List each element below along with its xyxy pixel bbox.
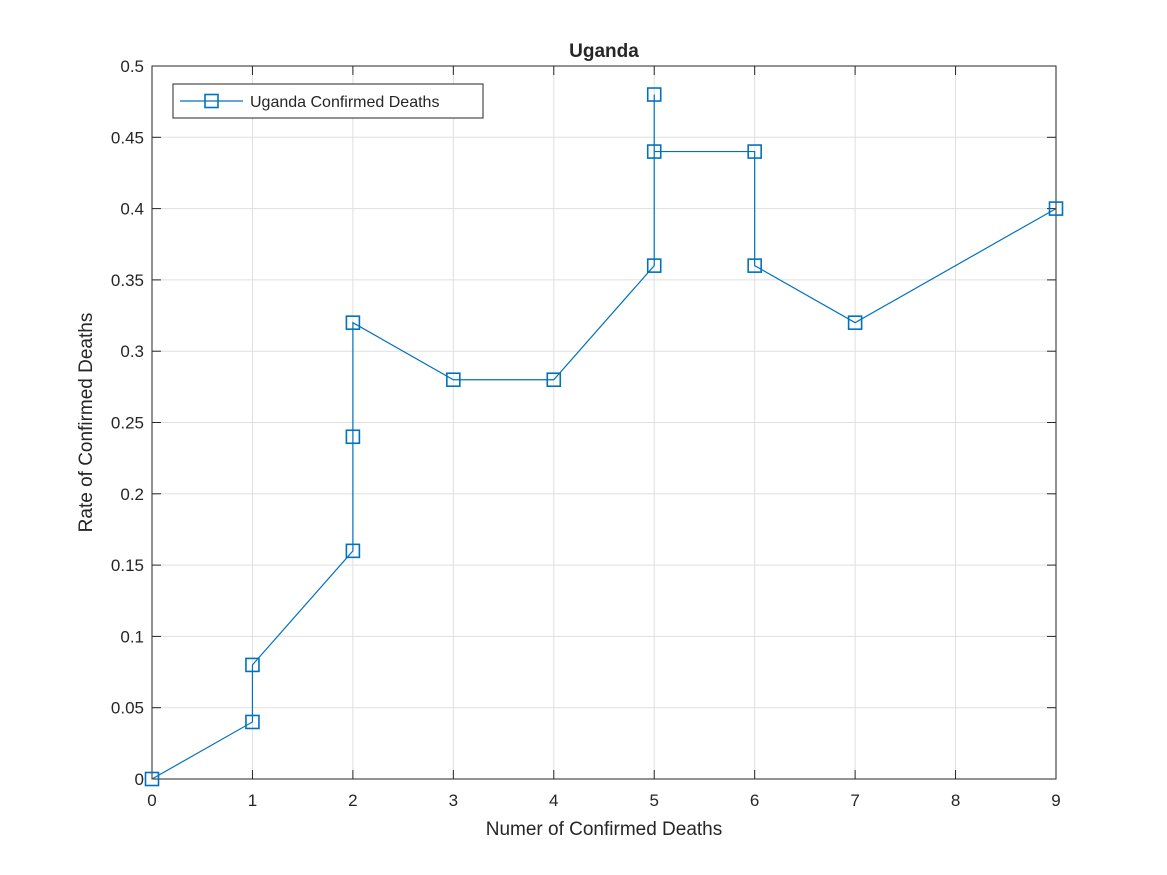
y-tick-label: 0.4 xyxy=(120,200,144,219)
y-axis-label: Rate of Confirmed Deaths xyxy=(76,313,97,533)
x-tick-label: 3 xyxy=(449,791,458,810)
x-tick-label: 8 xyxy=(951,791,960,810)
y-tick-label: 0.1 xyxy=(120,627,144,646)
data-point xyxy=(446,372,461,388)
legend-entry: Uganda Confirmed Deaths xyxy=(250,94,439,111)
chart-title: Uganda xyxy=(569,41,639,62)
y-tick-label: 0.45 xyxy=(111,128,144,147)
x-tick-label: 0 xyxy=(147,791,156,810)
tick-labels: 0 1 2 3 4 5 6 7 8 9 0 0.05 0.1 0.15 0.2 0.25 0.3 0.35 0.4 0… xyxy=(111,57,1061,810)
data-point xyxy=(1048,201,1064,216)
axes-box xyxy=(151,65,1057,780)
data-point xyxy=(747,258,762,273)
data-point xyxy=(847,315,863,330)
x-tick-label: 4 xyxy=(549,791,558,810)
data-point xyxy=(747,144,762,159)
data-point xyxy=(646,258,662,273)
y-tick-label: 0.05 xyxy=(111,699,144,718)
series-layer xyxy=(144,87,1064,787)
data-point xyxy=(245,714,260,730)
series-line xyxy=(151,94,1057,780)
y-tick-label: 0.3 xyxy=(120,342,144,361)
x-tick-label: 2 xyxy=(348,791,357,810)
data-point xyxy=(345,429,361,445)
x-axis-label: Numer of Confirmed Deaths xyxy=(486,819,723,840)
data-point xyxy=(345,543,361,559)
axes-border xyxy=(151,65,1057,780)
y-tick-label: 0.15 xyxy=(111,556,144,575)
data-point xyxy=(546,372,562,388)
legend: Uganda Confirmed Deaths xyxy=(172,83,484,119)
legend-marker xyxy=(204,93,219,109)
y-tick-label: 0 xyxy=(135,770,144,789)
y-tick-label: 0.35 xyxy=(111,271,144,290)
y-tick-label: 0.25 xyxy=(111,414,144,433)
x-tick-label: 1 xyxy=(248,791,257,810)
data-point xyxy=(646,144,662,159)
x-tick-label: 5 xyxy=(649,791,658,810)
data-point xyxy=(144,771,160,787)
x-tick-label: 9 xyxy=(1051,791,1060,810)
y-tick-label: 0.5 xyxy=(120,57,144,76)
data-point xyxy=(646,87,662,102)
data-point xyxy=(345,315,361,330)
x-tick-label: 6 xyxy=(750,791,759,810)
data-point xyxy=(245,657,260,673)
x-tick-label: 7 xyxy=(850,791,859,810)
y-tick-label: 0.2 xyxy=(120,485,144,504)
